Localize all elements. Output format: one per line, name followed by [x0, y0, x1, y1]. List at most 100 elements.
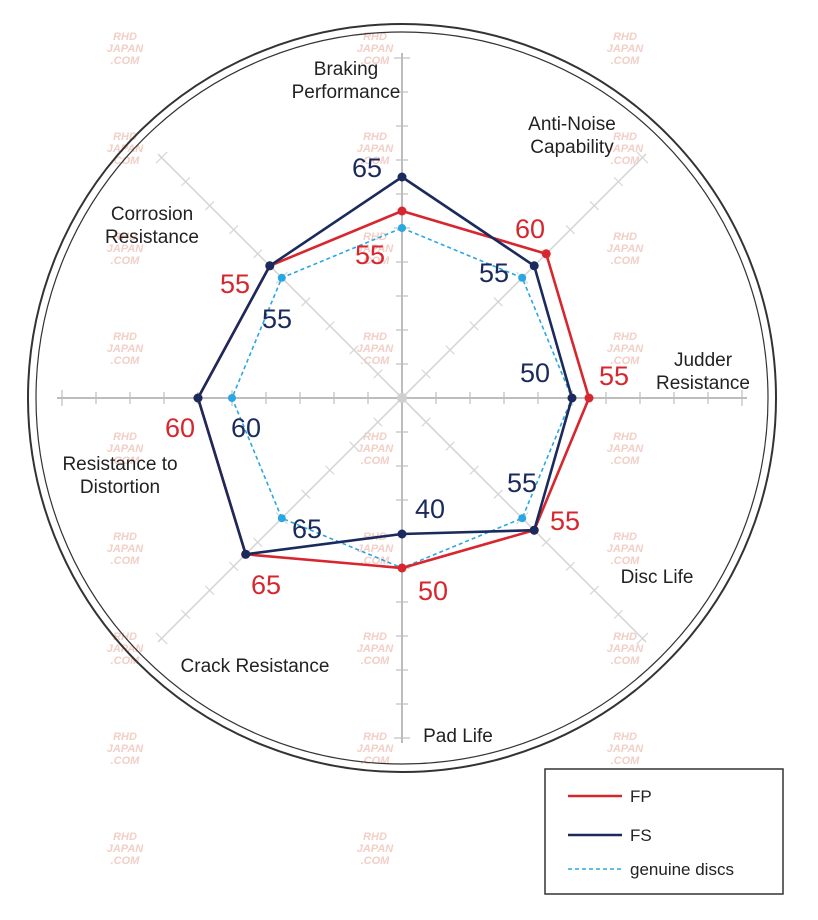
value-label-fp-anti-noise-capability: 60 — [515, 214, 545, 244]
watermark-text: JAPAN — [357, 743, 395, 755]
grid-tick — [493, 297, 503, 307]
legend-label-fs: FS — [630, 826, 652, 845]
outer-ring-outer — [27, 23, 777, 773]
series-fs-point-braking-performance — [397, 172, 407, 182]
watermark-text: JAPAN — [607, 43, 645, 55]
watermark-text: JAPAN — [107, 143, 145, 155]
grid-tick — [373, 417, 383, 427]
watermark-text: JAPAN — [357, 243, 395, 255]
axis-label-judder-resistance: Judder — [674, 350, 733, 371]
legend-label-fp: FP — [630, 787, 652, 806]
grid-tick — [421, 417, 431, 427]
series-fs-point-disc-life — [529, 525, 539, 535]
axis-label-corrosion-resistance: Corrosion — [111, 204, 193, 225]
grid-tick — [155, 151, 168, 164]
watermark-text: JAPAN — [107, 743, 145, 755]
grid-tick — [469, 321, 479, 331]
grid-tick — [155, 632, 168, 645]
watermark-text: .COM — [611, 355, 641, 367]
outer-ring-inner — [35, 31, 769, 765]
value-label-fp-braking-performance: 55 — [355, 240, 385, 270]
series-genuine-discs-point-anti-noise-capability — [518, 273, 527, 282]
watermark-text: .COM — [361, 55, 391, 67]
watermark-text: JAPAN — [607, 643, 645, 655]
watermark-text: JAPAN — [357, 43, 395, 55]
axis-label-judder-resistance: Resistance — [656, 373, 750, 394]
watermark-text: .COM — [111, 355, 141, 367]
series-fs-point-judder-resistance — [567, 393, 577, 403]
watermark-text: RHD — [613, 731, 637, 743]
legend-box — [544, 768, 784, 895]
axis-label-crack-resistance: Crack Resistance — [181, 656, 330, 677]
series-genuine-discs-point-disc-life — [518, 514, 527, 523]
value-label-fs-disc-life: 55 — [507, 468, 537, 498]
watermark-text: .COM — [611, 55, 641, 67]
watermark-text: RHD — [613, 631, 637, 643]
grid-tick — [229, 225, 239, 235]
watermark-text: JAPAN — [357, 843, 395, 855]
series-fp-point-braking-performance — [397, 206, 407, 216]
grid-tick — [589, 585, 599, 595]
watermark-text: JAPAN — [357, 543, 395, 555]
watermark-text: RHD — [363, 131, 387, 143]
watermark-text: RHD — [113, 831, 137, 843]
value-label-fp-crack-resistance: 65 — [251, 570, 281, 600]
grid-tick — [469, 465, 479, 475]
series-fs-point-anti-noise-capability — [529, 261, 539, 271]
axis-label-braking-performance: Braking — [314, 59, 378, 80]
grid-tick — [301, 489, 311, 499]
watermark-text: JAPAN — [607, 743, 645, 755]
axis-label-anti-noise-capability: Capability — [530, 137, 614, 158]
watermark-text: .COM — [611, 655, 641, 667]
grid-tick — [613, 609, 624, 620]
watermark-text: JAPAN — [607, 443, 645, 455]
watermark-text: .COM — [611, 455, 641, 467]
watermark-text: .COM — [361, 655, 391, 667]
value-label-fp-resistance-to-distortion: 60 — [165, 413, 195, 443]
watermark-text: JAPAN — [107, 43, 145, 55]
grid-tick — [180, 609, 191, 620]
watermark-text: .COM — [111, 855, 141, 867]
grid-tick — [349, 345, 359, 355]
watermark-text: RHD — [363, 731, 387, 743]
grid-tick — [445, 441, 455, 451]
watermark-text: .COM — [111, 455, 141, 467]
watermark-text: JAPAN — [107, 243, 145, 255]
watermark-text: JAPAN — [107, 843, 145, 855]
grid-tick — [301, 297, 311, 307]
watermark-text: JAPAN — [107, 543, 145, 555]
watermark-text: .COM — [361, 255, 391, 267]
series-genuine-discs-point-resistance-to-distortion — [228, 394, 236, 402]
grid-tick — [421, 369, 431, 379]
watermark-text: RHD — [613, 531, 637, 543]
series-fs-point-corrosion-resistance — [265, 261, 275, 271]
value-label-fp-corrosion-resistance: 55 — [220, 269, 250, 299]
watermark-text: JAPAN — [357, 343, 395, 355]
grid-tick — [589, 201, 599, 211]
grid-tick — [565, 225, 575, 235]
watermark-text: RHD — [363, 831, 387, 843]
legend-label-genuine: genuine discs — [630, 860, 734, 879]
watermark-text: RHD — [113, 531, 137, 543]
series-layer — [193, 172, 594, 573]
series-genuine-discs-point-crack-resistance — [277, 514, 286, 523]
value-label-fp-judder-resistance: 55 — [599, 361, 629, 391]
watermark-text: .COM — [611, 755, 641, 767]
grid-tick — [325, 465, 335, 475]
watermark-text: .COM — [111, 155, 141, 167]
value-label-fs-resistance-to-distortion: 60 — [231, 413, 261, 443]
watermark-text: JAPAN — [607, 343, 645, 355]
watermark-text: .COM — [111, 555, 141, 567]
watermark-text: RHD — [113, 231, 137, 243]
axis-label-pad-life: Pad Life — [423, 726, 493, 747]
grid-tick — [253, 537, 263, 547]
watermark-text: .COM — [111, 255, 141, 267]
watermark-text: .COM — [111, 55, 141, 67]
watermark-text: JAPAN — [107, 443, 145, 455]
watermark-text: .COM — [611, 555, 641, 567]
grid-tick — [541, 537, 551, 547]
series-fp-point-pad-life — [397, 563, 407, 573]
watermark-text: JAPAN — [357, 143, 395, 155]
watermark-text: RHD — [113, 731, 137, 743]
watermark-text: RHD — [113, 431, 137, 443]
